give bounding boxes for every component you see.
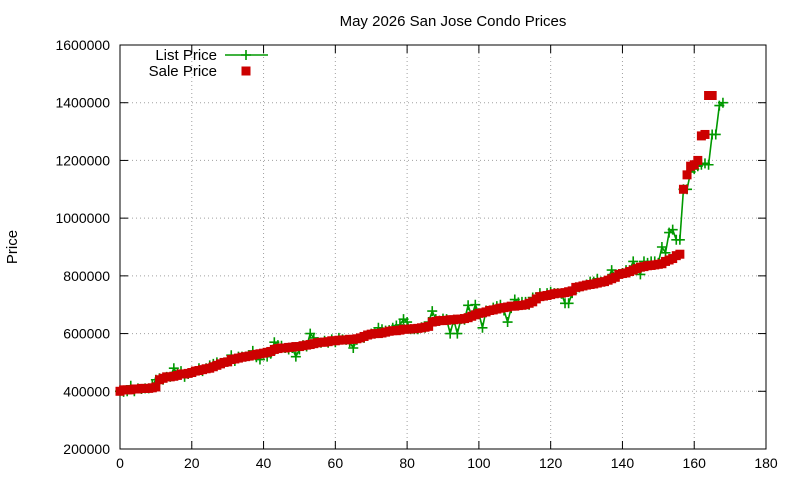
- legend: List Price Sale Price: [149, 47, 268, 80]
- list-price-point: [703, 159, 714, 170]
- sale-price-point: [151, 382, 161, 392]
- series-list-price: [115, 97, 728, 397]
- sale-price-point: [682, 170, 692, 180]
- y-tick-label: 1200000: [55, 152, 110, 168]
- list-price-point: [290, 351, 301, 362]
- x-tick-label: 40: [256, 455, 272, 471]
- x-tick-label: 80: [399, 455, 415, 471]
- legend-symbol-sale-price: [241, 66, 251, 76]
- y-tick-label: 1000000: [55, 210, 110, 226]
- list-price-point: [427, 306, 438, 317]
- y-tick-label: 1400000: [55, 95, 110, 111]
- x-tick-label: 140: [611, 455, 635, 471]
- list-price-point: [667, 224, 678, 235]
- grid-layer: [120, 45, 766, 449]
- axis-layer: [119, 44, 767, 450]
- y-tick-label: 600000: [63, 326, 110, 342]
- tick-label-layer: 0 20 40 60 80 100 120 140 160 180 200000 400000 6000…: [55, 37, 777, 471]
- legend-label-sale-price: Sale Price: [149, 63, 217, 80]
- plot-frame: [119, 44, 767, 450]
- list-price-point: [348, 343, 359, 353]
- list-price-point: [717, 97, 728, 108]
- y-tick-label: 1600000: [55, 37, 110, 53]
- x-tick-label: 100: [467, 455, 491, 471]
- list-price-point: [710, 129, 721, 140]
- legend-list-marker: [241, 50, 251, 60]
- list-price-point: [452, 328, 463, 339]
- list-price-point: [470, 299, 481, 310]
- y-tick-label: 800000: [63, 268, 110, 284]
- y-axis-label: Price: [4, 230, 21, 264]
- y-tick-label: 200000: [63, 441, 110, 457]
- list-price-point: [674, 234, 685, 245]
- x-tick-label: 60: [328, 455, 344, 471]
- series-sale-price: [115, 91, 717, 396]
- sale-price-point: [678, 184, 688, 194]
- x-tick-label: 0: [116, 455, 124, 471]
- legend-label-list-price: List Price: [155, 47, 217, 64]
- list-price-point: [477, 322, 488, 333]
- x-tick-label: 20: [184, 455, 200, 471]
- y-tick-label: 400000: [63, 383, 110, 399]
- sale-price-point: [700, 129, 710, 139]
- sale-price-point: [693, 155, 703, 165]
- legend-symbol-list-price: [225, 50, 268, 60]
- x-tick-label: 160: [683, 455, 707, 471]
- x-tick-label: 120: [539, 455, 563, 471]
- sale-price-point: [707, 91, 717, 100]
- list-price-point: [502, 317, 513, 328]
- sale-price-point: [675, 249, 685, 259]
- chart-title: May 2026 San Jose Condo Prices: [340, 13, 567, 30]
- list-price-point: [656, 242, 667, 252]
- legend-sale-marker: [241, 66, 251, 76]
- x-tick-label: 180: [754, 455, 778, 471]
- list-price-line: [119, 102, 724, 393]
- list-price-point: [563, 298, 574, 309]
